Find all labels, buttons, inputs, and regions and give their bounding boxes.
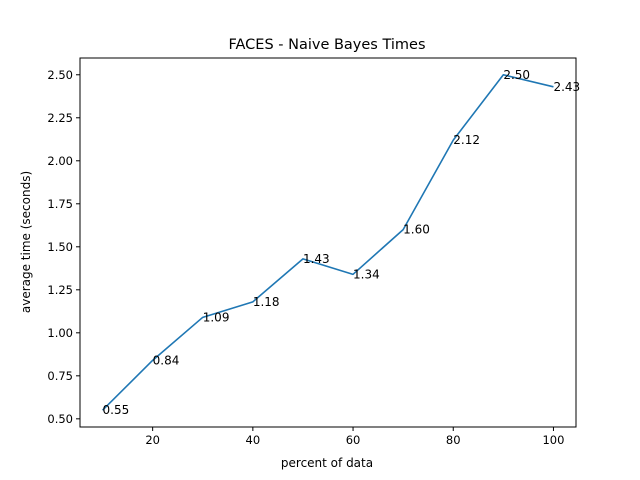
x-tick-label: 100 — [542, 433, 564, 447]
x-tick-label: 60 — [346, 433, 361, 447]
y-tick-label: 2.50 — [47, 68, 73, 82]
series-line — [101, 73, 554, 411]
data-label: 2.50 — [503, 68, 530, 82]
x-tick-label: 80 — [446, 433, 461, 447]
plot-frame — [79, 57, 577, 428]
x-tick-label: 20 — [145, 433, 160, 447]
axis-ticks: 20 40 60 80 100 0.50 0.75 1.00 1.25 1.50 1.75 2.00 2… — [47, 68, 564, 447]
y-tick-label: 0.75 — [47, 369, 73, 383]
y-tick-label: 2.25 — [47, 111, 73, 125]
x-tick-label: 40 — [246, 433, 261, 447]
data-label: 2.12 — [453, 133, 480, 147]
y-tick-label: 1.50 — [47, 240, 73, 254]
data-label: 1.18 — [253, 295, 280, 309]
chart-title: FACES - Naive Bayes Times — [228, 37, 425, 53]
y-tick-label: 1.00 — [47, 326, 73, 340]
data-label: 1.09 — [203, 310, 230, 324]
data-label: 1.34 — [353, 267, 380, 281]
y-axis-label: average time (seconds) — [19, 171, 33, 313]
data-label: 2.43 — [553, 80, 580, 94]
data-label: 1.60 — [403, 223, 430, 237]
y-tick-label: 2.00 — [47, 154, 73, 168]
data-label: 0.84 — [153, 353, 180, 367]
y-tick-label: 1.25 — [47, 283, 73, 297]
series-layer — [101, 73, 554, 411]
data-label: 1.43 — [303, 252, 330, 266]
y-tick-label: 1.75 — [47, 197, 73, 211]
data-label-layer: 0.55 0.84 1.09 1.18 1.43 1.34 1.60 2.12 2.50 2.43 — [103, 68, 581, 417]
y-tick-label: 0.50 — [47, 412, 73, 426]
data-label: 0.55 — [103, 403, 130, 417]
x-axis-label: percent of data — [281, 456, 373, 470]
